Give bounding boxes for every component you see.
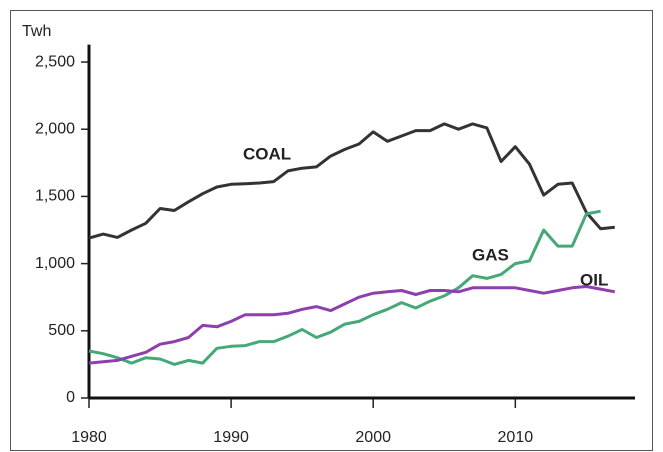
x-tick-label: 2000 bbox=[355, 429, 391, 446]
x-tick-label: 1990 bbox=[213, 429, 249, 446]
series-label: OIL bbox=[580, 270, 608, 289]
series-label: COAL bbox=[243, 144, 291, 163]
y-tick-label: 0 bbox=[66, 389, 75, 406]
frame bbox=[10, 10, 653, 451]
x-tick-label: 1980 bbox=[71, 429, 107, 446]
x-tick-label: 2010 bbox=[498, 429, 534, 446]
series-line bbox=[88, 285, 616, 365]
series-line bbox=[88, 209, 601, 366]
series-line bbox=[88, 122, 615, 240]
y-tick-label: 1,000 bbox=[35, 255, 75, 272]
y-tick-label: 2,000 bbox=[35, 120, 75, 137]
y-axis-label: Twh bbox=[22, 23, 51, 40]
y-tick-label: 1,500 bbox=[35, 188, 75, 205]
y-tick-label: 2,500 bbox=[35, 53, 75, 70]
series-label: GAS bbox=[472, 245, 509, 264]
y-tick-label: 500 bbox=[48, 322, 75, 339]
